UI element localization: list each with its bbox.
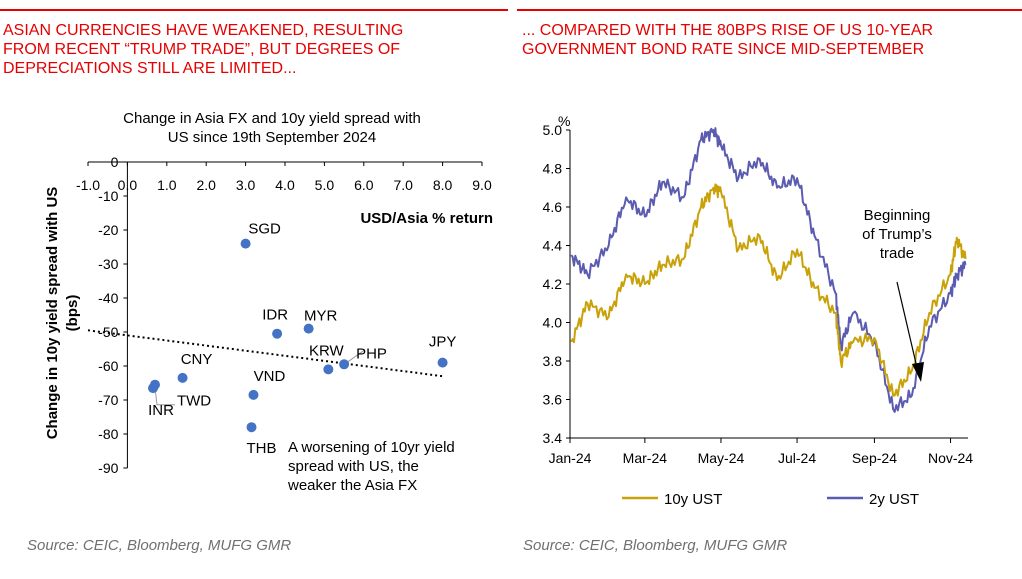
annotation-arrow-shaft (896, 281, 919, 373)
y-tick-label: 5.0 (543, 122, 563, 138)
point-label: MYR (304, 308, 338, 325)
x-tick-label: 9.0 (472, 177, 492, 193)
y-tick-label: -10 (98, 188, 118, 204)
chart-annotation-line: weaker the Asia FX (287, 477, 417, 494)
y-tick-label: 4.0 (543, 315, 563, 331)
chart-title-line: US since 19th September 2024 (168, 129, 376, 146)
x-tick-label: Sep-24 (852, 450, 897, 466)
series-line (570, 127, 967, 413)
scatter-point (148, 383, 159, 394)
annotation-arrow-head (912, 362, 924, 382)
scatter-point (303, 323, 314, 334)
x-tick-label: Nov-24 (928, 450, 973, 466)
left-panel-heading: ASIAN CURRENCIES HAVE WEAKENED, RESULTIN… (3, 22, 404, 77)
x-tick-label: 6.0 (354, 177, 374, 193)
scatter-point (248, 389, 259, 400)
y-tick-label: -20 (98, 222, 118, 238)
point-label: TWD (177, 393, 211, 410)
chart-title-line: Change in Asia FX and 10y yield spread w… (123, 110, 421, 127)
right-red-rule (517, 9, 1022, 11)
x-tick-label: Jan-24 (549, 450, 592, 466)
series-line (570, 183, 967, 397)
point-label: JPY (429, 334, 457, 351)
y-tick-label: 0 (111, 154, 119, 170)
y-tick-label: 4.2 (543, 276, 563, 292)
y-tick-label: 4.8 (543, 161, 563, 177)
x-tick-label: 8.0 (433, 177, 453, 193)
scatter-point (437, 357, 448, 368)
chart-annotation-line: spread with US, the (288, 458, 419, 475)
y-axis-label-line: (bps) (64, 295, 81, 332)
x-tick-label: 1.0 (157, 177, 177, 193)
point-label: KRW (309, 342, 345, 359)
x-tick-label: 4.0 (275, 177, 295, 193)
left-source-note: Source: CEIC, Bloomberg, MUFG GMR (27, 537, 292, 554)
point-label: CNY (181, 351, 213, 368)
left-red-rule (0, 9, 508, 11)
scatter-point (246, 422, 257, 433)
scatter-point (272, 328, 283, 339)
x-tick-label: 3.0 (236, 177, 256, 193)
point-label: INR (148, 402, 174, 419)
y-tick-label: -80 (98, 426, 118, 442)
x-tick-label: 7.0 (393, 177, 413, 193)
y-tick-label: -90 (98, 460, 118, 476)
fx-yield-scatter-chart: Change in Asia FX and 10y yield spread w… (44, 110, 493, 494)
y-tick-label: 3.8 (543, 353, 563, 369)
leader-line (154, 387, 175, 406)
y-tick-label: 4.4 (543, 238, 563, 254)
y-tick-label: -30 (98, 256, 118, 272)
y-tick-label: 3.6 (543, 392, 563, 408)
point-label: THB (247, 440, 277, 457)
legend-label: 2y UST (869, 491, 919, 508)
chart-annotation-line: A worsening of 10yr yield (288, 439, 455, 456)
y-tick-label: -60 (98, 358, 118, 374)
x-tick-label: 5.0 (315, 177, 335, 193)
y-axis-label: Change in 10y yield spread with US (bps) (44, 187, 81, 440)
point-label: SGD (248, 221, 281, 238)
x-tick-label: 2.0 (196, 177, 216, 193)
y-tick-label: -70 (98, 392, 118, 408)
right-source-note: Source: CEIC, Bloomberg, MUFG GMR (523, 537, 788, 554)
y-axis-label-line: Change in 10y yield spread with US (44, 187, 61, 440)
chart-annotation-line: of Trump’s (862, 226, 932, 243)
scatter-point (339, 359, 350, 370)
y-tick-label: 4.6 (543, 199, 563, 215)
x-tick-label: -1.0 (76, 177, 100, 193)
y-axis-unit: % (558, 113, 570, 129)
y-tick-label: -40 (98, 290, 118, 306)
point-label: VND (254, 368, 286, 385)
x-axis-label: USD/Asia % return (360, 210, 493, 227)
point-label: IDR (262, 307, 288, 324)
scatter-point (240, 238, 251, 249)
right-panel-heading: ... COMPARED WITH THE 80BPS RISE OF US 1… (522, 22, 934, 58)
point-label: PHP (356, 345, 387, 362)
x-tick-label: Jul-24 (778, 450, 816, 466)
x-tick-label: Mar-24 (623, 450, 668, 466)
chart-annotation-line: trade (880, 245, 914, 262)
scatter-point (323, 364, 334, 375)
leader-line (346, 349, 365, 363)
legend-label: 10y UST (664, 491, 722, 508)
chart-annotation-line: Beginning (864, 207, 931, 224)
x-tick-label: May-24 (698, 450, 745, 466)
y-tick-label: 3.4 (543, 430, 563, 446)
scatter-point (177, 372, 188, 383)
